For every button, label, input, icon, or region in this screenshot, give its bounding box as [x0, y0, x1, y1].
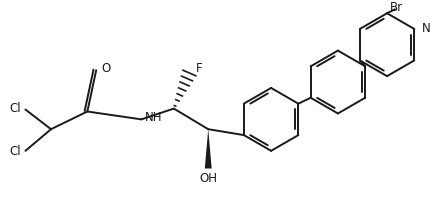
Polygon shape [205, 129, 212, 168]
Text: O: O [101, 62, 110, 75]
Text: Cl: Cl [9, 145, 20, 158]
Text: Cl: Cl [9, 102, 20, 115]
Text: F: F [195, 62, 202, 75]
Text: Br: Br [390, 1, 403, 14]
Text: N: N [422, 22, 431, 35]
Text: OH: OH [199, 172, 217, 185]
Text: NH: NH [145, 111, 163, 124]
